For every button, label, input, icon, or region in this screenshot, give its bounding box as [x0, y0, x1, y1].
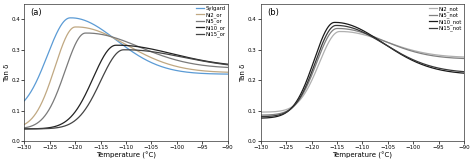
- Ni10_or: [120, 44, 126, 46]
- Legend: Ni2_not, Ni5_not, Ni10_not, Ni15_not: Ni2_not, Ni5_not, Ni10_not, Ni15_not: [428, 5, 463, 32]
- Ni15_not: [418, 62, 424, 64]
- Ni2_not: [352, 32, 357, 34]
- Ni2_not: [461, 56, 467, 58]
- Ni15_or: [219, 63, 225, 65]
- Ni5_or: [32, 124, 38, 126]
- Line: Ni5_or: Ni5_or: [25, 33, 228, 128]
- Line: Ni10_or: Ni10_or: [25, 45, 228, 129]
- Text: (b): (b): [267, 8, 279, 17]
- X-axis label: Temperature (°C): Temperature (°C): [332, 152, 392, 159]
- Ni5_not: [268, 114, 274, 116]
- Ni5_or: [219, 66, 225, 68]
- Ni2_or: [219, 71, 225, 73]
- Ni15_not: [461, 71, 467, 73]
- Ni15_or: [225, 64, 230, 66]
- Ni5_not: [461, 58, 467, 59]
- Ni10_or: [115, 44, 121, 46]
- Y-axis label: Tan δ: Tan δ: [4, 63, 10, 82]
- Ni15_not: [334, 24, 340, 26]
- Ni2_or: [74, 26, 80, 28]
- Ni10_not: [357, 28, 363, 30]
- Ni2_or: [225, 71, 230, 73]
- Ni2_or: [219, 71, 225, 73]
- X-axis label: Temperature (°C): Temperature (°C): [96, 152, 156, 159]
- Ni15_or: [115, 51, 121, 53]
- Ni15_not: [352, 28, 357, 30]
- Line: Ni5_not: Ni5_not: [261, 29, 464, 115]
- Ni2_not: [418, 51, 424, 53]
- Ni5_or: [219, 66, 225, 68]
- Ni5_or: [22, 127, 27, 129]
- Ni10_or: [182, 56, 187, 58]
- Text: (a): (a): [30, 8, 42, 17]
- Ni2_not: [456, 56, 461, 58]
- Ni10_not: [258, 117, 264, 119]
- Ni15_not: [357, 30, 363, 32]
- Ni10_or: [22, 128, 27, 130]
- Line: Ni15_not: Ni15_not: [261, 25, 464, 117]
- Ni15_or: [32, 128, 38, 130]
- Ni5_or: [115, 38, 121, 40]
- Ni2_not: [268, 111, 274, 113]
- Ni10_not: [332, 22, 338, 23]
- Ni5_not: [336, 28, 341, 30]
- Ni10_or: [225, 63, 230, 65]
- Ni10_not: [461, 72, 467, 74]
- Sylgard: [225, 73, 230, 75]
- Ni15_not: [258, 116, 264, 118]
- Ni5_not: [258, 114, 264, 116]
- Ni2_or: [182, 67, 187, 69]
- Ni15_or: [120, 49, 126, 51]
- Legend: Sylgard, Ni2_or, Ni5_or, Ni10_or, Ni15_or: Sylgard, Ni2_or, Ni5_or, Ni10_or, Ni15_o…: [195, 5, 227, 38]
- Line: Sylgard: Sylgard: [25, 18, 228, 101]
- Ni5_not: [456, 57, 461, 59]
- Line: Ni2_or: Ni2_or: [25, 27, 228, 124]
- Sylgard: [219, 73, 225, 75]
- Ni10_not: [456, 72, 461, 74]
- Sylgard: [32, 84, 38, 86]
- Y-axis label: Tan δ: Tan δ: [240, 63, 246, 82]
- Ni10_not: [352, 25, 357, 27]
- Ni15_not: [456, 70, 461, 72]
- Ni2_not: [338, 30, 344, 32]
- Ni5_not: [357, 31, 363, 33]
- Sylgard: [182, 71, 187, 73]
- Line: Ni10_not: Ni10_not: [261, 22, 464, 118]
- Ni2_or: [115, 39, 121, 41]
- Ni10_or: [32, 128, 38, 130]
- Ni2_or: [120, 42, 126, 44]
- Ni15_or: [22, 128, 27, 130]
- Ni2_not: [258, 111, 264, 113]
- Ni2_or: [32, 114, 38, 116]
- Ni15_not: [456, 70, 461, 72]
- Ni5_or: [225, 67, 230, 68]
- Ni5_not: [456, 57, 461, 59]
- Ni10_or: [219, 63, 225, 65]
- Line: Ni15_or: Ni15_or: [25, 50, 228, 129]
- Ni10_or: [115, 44, 121, 46]
- Ni15_not: [268, 115, 274, 117]
- Ni5_or: [120, 40, 126, 42]
- Ni10_or: [219, 63, 225, 65]
- Sylgard: [120, 44, 126, 46]
- Ni15_or: [123, 49, 129, 51]
- Ni2_not: [357, 33, 363, 35]
- Ni2_not: [456, 56, 461, 58]
- Ni2_or: [22, 123, 27, 125]
- Ni10_not: [456, 72, 461, 74]
- Ni5_not: [352, 29, 357, 31]
- Sylgard: [115, 40, 121, 42]
- Ni10_not: [418, 63, 424, 65]
- Sylgard: [68, 17, 74, 19]
- Ni10_not: [268, 117, 274, 119]
- Sylgard: [22, 100, 27, 102]
- Sylgard: [219, 73, 225, 75]
- Ni15_or: [182, 57, 187, 59]
- Ni5_or: [84, 32, 90, 34]
- Ni5_not: [418, 52, 424, 54]
- Ni15_or: [219, 63, 225, 65]
- Ni5_or: [182, 61, 187, 63]
- Line: Ni2_not: Ni2_not: [261, 31, 464, 112]
